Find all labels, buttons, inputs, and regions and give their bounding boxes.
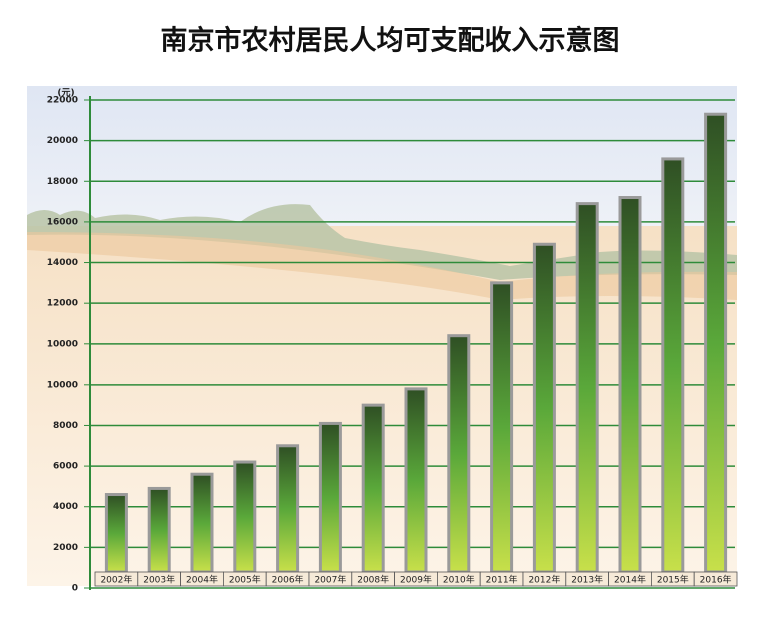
y-tick-label: 6000 bbox=[53, 462, 78, 472]
bar bbox=[661, 157, 685, 574]
x-tick-label: 2012年 bbox=[528, 574, 560, 586]
bar bbox=[276, 444, 300, 574]
category-box bbox=[693, 571, 738, 587]
bar bbox=[147, 486, 171, 574]
x-tick-label: 2007年 bbox=[314, 574, 346, 586]
y-tick-label: 22000 bbox=[47, 96, 78, 106]
x-tick-label: 2008年 bbox=[357, 574, 389, 586]
bar bbox=[104, 493, 128, 574]
y-tick-label: 0 bbox=[72, 584, 78, 594]
bar bbox=[190, 472, 214, 574]
bar bbox=[361, 403, 385, 574]
y-tick-label: 18000 bbox=[47, 177, 78, 187]
y-tick-label: 12000 bbox=[47, 299, 78, 309]
x-tick-label: 2009年 bbox=[400, 574, 432, 586]
bar bbox=[318, 421, 342, 574]
x-tick-label: 2002年 bbox=[100, 574, 132, 586]
x-tick-label: 2004年 bbox=[186, 574, 218, 586]
x-tick-label: 2013年 bbox=[571, 574, 603, 586]
y-tick-label: 4000 bbox=[53, 502, 78, 512]
x-tick-label: 2003年 bbox=[143, 574, 175, 586]
bar bbox=[233, 460, 257, 574]
x-tick-label: 2014年 bbox=[614, 574, 646, 586]
y-tick-label: 16000 bbox=[47, 217, 78, 227]
bar bbox=[575, 202, 599, 574]
bar bbox=[618, 196, 642, 574]
bar bbox=[404, 387, 428, 574]
y-tick-label: 14000 bbox=[47, 258, 78, 268]
bar bbox=[532, 242, 556, 574]
x-tick-label: 2011年 bbox=[486, 574, 518, 586]
y-tick-label: 10000 bbox=[47, 380, 78, 390]
x-tick-label: 2016年 bbox=[700, 574, 732, 586]
y-tick-label: 8000 bbox=[53, 421, 78, 431]
x-tick-label: 2015年 bbox=[657, 574, 689, 586]
y-tick-label: 2000 bbox=[53, 543, 78, 553]
bar bbox=[447, 334, 471, 574]
x-tick-label: 2005年 bbox=[229, 574, 261, 586]
x-tick-label: 2010年 bbox=[443, 574, 475, 586]
y-unit: (元) bbox=[57, 88, 74, 99]
bar bbox=[704, 112, 728, 574]
x-tick-label: 2006年 bbox=[272, 574, 304, 586]
y-tick-label: 20000 bbox=[47, 136, 78, 146]
bar bbox=[490, 281, 514, 574]
y-tick-label: 10000 bbox=[47, 339, 78, 349]
chart-title: 南京市农村居民人均可支配收入示意图 bbox=[161, 25, 620, 57]
